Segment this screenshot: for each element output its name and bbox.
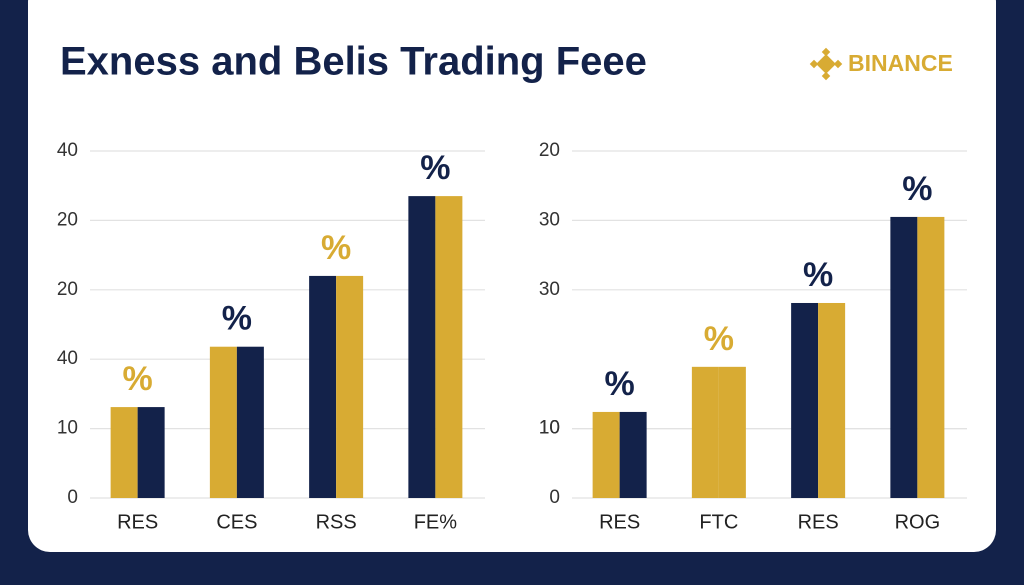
y-tick-label: 10	[539, 418, 560, 439]
y-tick-label: 20	[57, 279, 78, 300]
bar	[336, 275, 364, 498]
bar	[110, 407, 138, 498]
x-tick-label: FE%	[414, 511, 458, 533]
x-tick-label: FTC	[699, 511, 738, 533]
bar	[435, 196, 463, 499]
bar	[309, 275, 337, 498]
x-tick-label: RSS	[316, 511, 357, 533]
bar	[209, 346, 237, 498]
bar	[791, 302, 819, 498]
data-label: %	[321, 229, 351, 267]
data-label: %	[605, 365, 635, 403]
x-tick-label: ROG	[895, 511, 941, 533]
data-label: %	[420, 149, 450, 187]
bar	[818, 302, 846, 498]
y-tick-label: 10	[539, 418, 560, 439]
y-tick-label: 40	[57, 348, 78, 369]
y-tick-label: 20	[57, 209, 78, 230]
x-tick-label: RES	[798, 511, 839, 533]
data-label: %	[123, 360, 153, 398]
bar	[718, 366, 746, 498]
bar	[890, 216, 918, 498]
data-label: %	[803, 256, 833, 294]
logo: BINANCE	[848, 50, 953, 76]
x-tick-label: RES	[599, 511, 640, 533]
bar	[917, 216, 945, 498]
bar	[592, 411, 620, 498]
y-tick-label: 40	[57, 140, 78, 161]
y-tick-label: 0	[67, 487, 78, 508]
y-tick-label: 10	[57, 418, 78, 439]
x-tick-label: RES	[117, 511, 158, 533]
y-tick-label: 0	[549, 487, 560, 508]
card	[28, 0, 996, 552]
y-tick-label: 30	[539, 209, 560, 230]
title: Exness and Belis Trading Feee	[60, 40, 647, 84]
bar	[236, 346, 264, 498]
data-label: %	[704, 320, 734, 358]
y-tick-label: 20	[539, 140, 560, 161]
bar	[619, 411, 647, 498]
data-label: %	[222, 300, 252, 338]
y-tick-label: 30	[539, 279, 560, 300]
x-tick-label: CES	[216, 511, 257, 533]
data-label: %	[902, 170, 932, 208]
bar	[408, 196, 436, 499]
bar	[691, 366, 719, 498]
bar	[137, 407, 165, 498]
